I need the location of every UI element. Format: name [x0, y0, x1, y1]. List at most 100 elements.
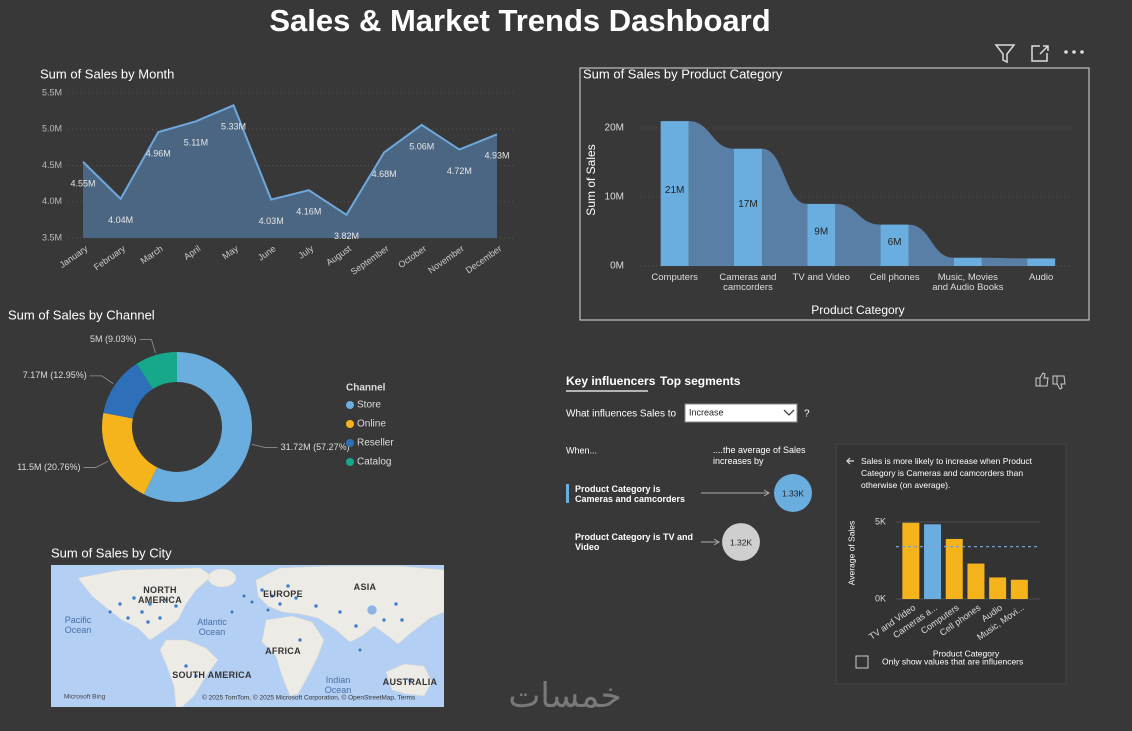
focus-mode-icon[interactable]: [1031, 45, 1049, 62]
y-tick-label: 0M: [610, 261, 624, 272]
area-fill: [83, 105, 497, 238]
line: [82, 104, 498, 217]
map-brand: Microsoft Bing: [64, 694, 106, 701]
bar: [880, 224, 909, 266]
detail-text: Sales is more likely to increase when Pr…: [861, 456, 1033, 490]
continent-label: AFRICA: [265, 646, 301, 656]
y-axis-title: Sum of Sales: [584, 144, 598, 215]
data-label: 5.33M: [221, 122, 246, 132]
ocean-label: Atlantic Ocean: [197, 617, 227, 637]
legend-swatch: [346, 401, 354, 409]
influencer-value: 1.32K: [730, 537, 753, 547]
connector-arrow: [713, 538, 720, 546]
legend-label: Store: [357, 400, 381, 411]
data-label: 21M: [665, 185, 684, 196]
bar: [989, 577, 1007, 599]
leader-line: [139, 339, 156, 354]
influencer-label[interactable]: Product Category is Cameras and camcorde…: [575, 484, 686, 504]
legend-swatch: [346, 439, 354, 447]
continent-label: ASIA: [353, 582, 377, 592]
selection-indicator: [566, 484, 569, 503]
y-tick-label: 5K: [875, 516, 886, 526]
x-axis-title: Product Category: [811, 303, 904, 317]
influencer-label[interactable]: Product Category is TV and Video: [575, 532, 694, 552]
data-label: 5M (9.03%): [90, 334, 137, 344]
data-label: 3.82M: [334, 231, 359, 241]
x-tick-label: June: [256, 243, 278, 262]
bar: [660, 121, 689, 266]
filter-icon[interactable]: [994, 44, 1016, 64]
bar: [1010, 579, 1028, 599]
map-city-dots: [107, 583, 413, 683]
ocean-label: Indian Ocean: [324, 675, 352, 695]
bar: [902, 522, 920, 599]
x-tick-label: Cameras and camcorders: [719, 272, 777, 293]
influencer-bubble: [722, 523, 760, 561]
x-tick-label: December: [464, 243, 504, 275]
x-tick-label: January: [58, 243, 90, 270]
dropdown[interactable]: [684, 403, 798, 423]
map-attribution: © 2025 TomTom, © 2025 Microsoft Corporat…: [202, 694, 416, 702]
data-label: 11.5M (20.76%): [17, 462, 80, 472]
bar: [924, 524, 942, 599]
y-tick-label: 5.0M: [42, 124, 62, 134]
bar: [1027, 258, 1056, 266]
map: [51, 565, 444, 707]
ribbon: [835, 203, 881, 266]
x-tick-label: November: [426, 243, 466, 275]
x-tick-label: February: [92, 243, 128, 272]
y-tick-label: 3.5M: [42, 232, 62, 242]
x-tick-label: Music, Movies and Audio Books: [932, 272, 1004, 293]
checkbox[interactable]: [855, 655, 869, 669]
x-tick-label: Cell phones: [869, 272, 920, 283]
map-title: Sum of Sales by City: [51, 545, 172, 560]
ribbon: [981, 257, 1028, 266]
data-label: 31.72M (57.27%): [281, 442, 350, 452]
leader-line: [83, 460, 109, 468]
checkbox-label: Only show values that are influencers: [882, 656, 1023, 666]
x-tick-label: April: [182, 243, 202, 262]
x-tick-label: August: [324, 243, 353, 268]
y-tick-label: 0K: [875, 593, 886, 603]
x-tick-label: TV and Video: [792, 272, 850, 283]
ribbon: [688, 121, 734, 266]
x-tick-label: September: [349, 243, 391, 276]
data-label: 5.06M: [409, 141, 434, 151]
bar: [733, 148, 762, 266]
legend-label: Catalog: [357, 457, 391, 468]
x-tick-label: May: [220, 243, 240, 261]
continent-label: SOUTH AMERICA: [172, 670, 252, 680]
dropdown-chevron[interactable]: [783, 409, 795, 416]
back-arrow[interactable]: [846, 457, 854, 465]
thumbs-icons[interactable]: [1035, 372, 1066, 390]
data-label: 6M: [888, 237, 902, 248]
x-axis-title: Product Category: [933, 648, 1000, 658]
tab[interactable]: Top segments: [660, 374, 741, 388]
chart-title: Sum of Sales by Month: [40, 66, 174, 81]
donut-slice: [103, 363, 153, 419]
data-label: 4.03M: [259, 216, 284, 226]
watermark: خمسات: [508, 676, 622, 716]
x-tick-label: October: [396, 243, 428, 270]
column-header: When...: [566, 445, 597, 455]
x-tick-label: July: [296, 243, 315, 261]
data-label: 9M: [814, 227, 828, 238]
x-tick-label: Computers: [651, 272, 698, 283]
data-label: 4.68M: [372, 169, 397, 179]
chart-title: Sum of Sales by Channel: [8, 307, 155, 322]
y-tick-label: 4.5M: [42, 160, 62, 170]
data-label: 4.16M: [296, 207, 321, 217]
dropdown-value: Increase: [689, 407, 724, 417]
help: ?: [804, 409, 810, 420]
bar: [945, 538, 963, 599]
visual-frame: [579, 67, 1090, 321]
y-tick-label: 10M: [605, 192, 624, 203]
bar: [967, 563, 985, 599]
legend-title: Channel: [346, 383, 386, 394]
influencer-bubble: [774, 474, 812, 512]
legend-swatch: [346, 420, 354, 428]
leader-line: [89, 375, 114, 385]
more-options-icon[interactable]: [1064, 50, 1084, 54]
